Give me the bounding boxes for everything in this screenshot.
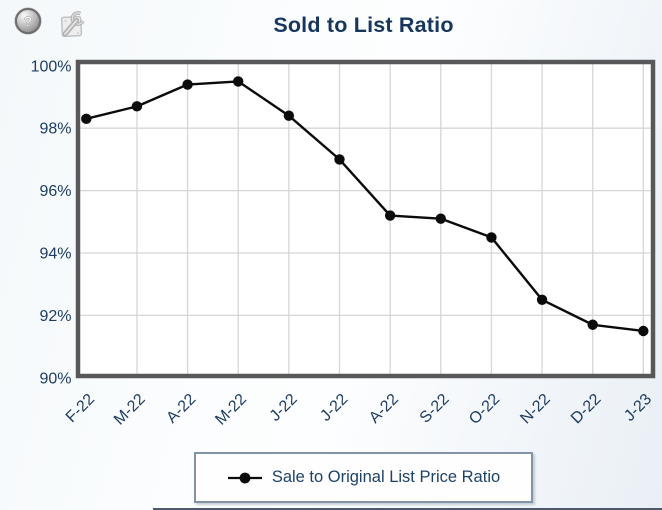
bottom-divider <box>153 508 662 510</box>
legend: Sale to Original List Price Ratio <box>194 452 533 503</box>
svg-text:J-22: J-22 <box>267 391 301 425</box>
svg-text:O-22: O-22 <box>466 391 503 428</box>
svg-text:92%: 92% <box>39 308 71 325</box>
svg-text:100%: 100% <box>31 58 72 75</box>
wrench-icon <box>60 11 85 38</box>
svg-text:N-22: N-22 <box>517 391 554 428</box>
svg-text:98%: 98% <box>39 121 71 138</box>
svg-text:J-23: J-23 <box>621 391 655 425</box>
svg-text:M-22: M-22 <box>212 391 250 429</box>
series-marker-icon <box>227 472 262 483</box>
svg-text:A-22: A-22 <box>163 391 199 427</box>
question-glyph: ? <box>23 14 32 31</box>
svg-text:94%: 94% <box>39 246 71 263</box>
svg-text:D-22: D-22 <box>568 391 605 428</box>
svg-text:A-22: A-22 <box>366 391 402 427</box>
help-icon[interactable]: ? <box>14 7 42 35</box>
svg-text:96%: 96% <box>39 183 71 200</box>
svg-text:90%: 90% <box>39 370 71 387</box>
question-mark-icon: ? <box>14 7 42 35</box>
sold-to-list-ratio-line-chart: 100% 98% 96% 94% 92% 90% F-22 M-22 A-22 M-22 J-22 J… <box>31 58 656 429</box>
legend-label: Sale to Original List Price Ratio <box>271 468 501 486</box>
svg-text:M-22: M-22 <box>111 391 149 429</box>
svg-text:F-22: F-22 <box>63 391 98 426</box>
chart-title: Sold to List Ratio <box>273 13 454 37</box>
settings-wrench-icon[interactable] <box>55 9 86 40</box>
svg-text:J-22: J-22 <box>317 391 351 425</box>
svg-text:S-22: S-22 <box>417 391 453 427</box>
